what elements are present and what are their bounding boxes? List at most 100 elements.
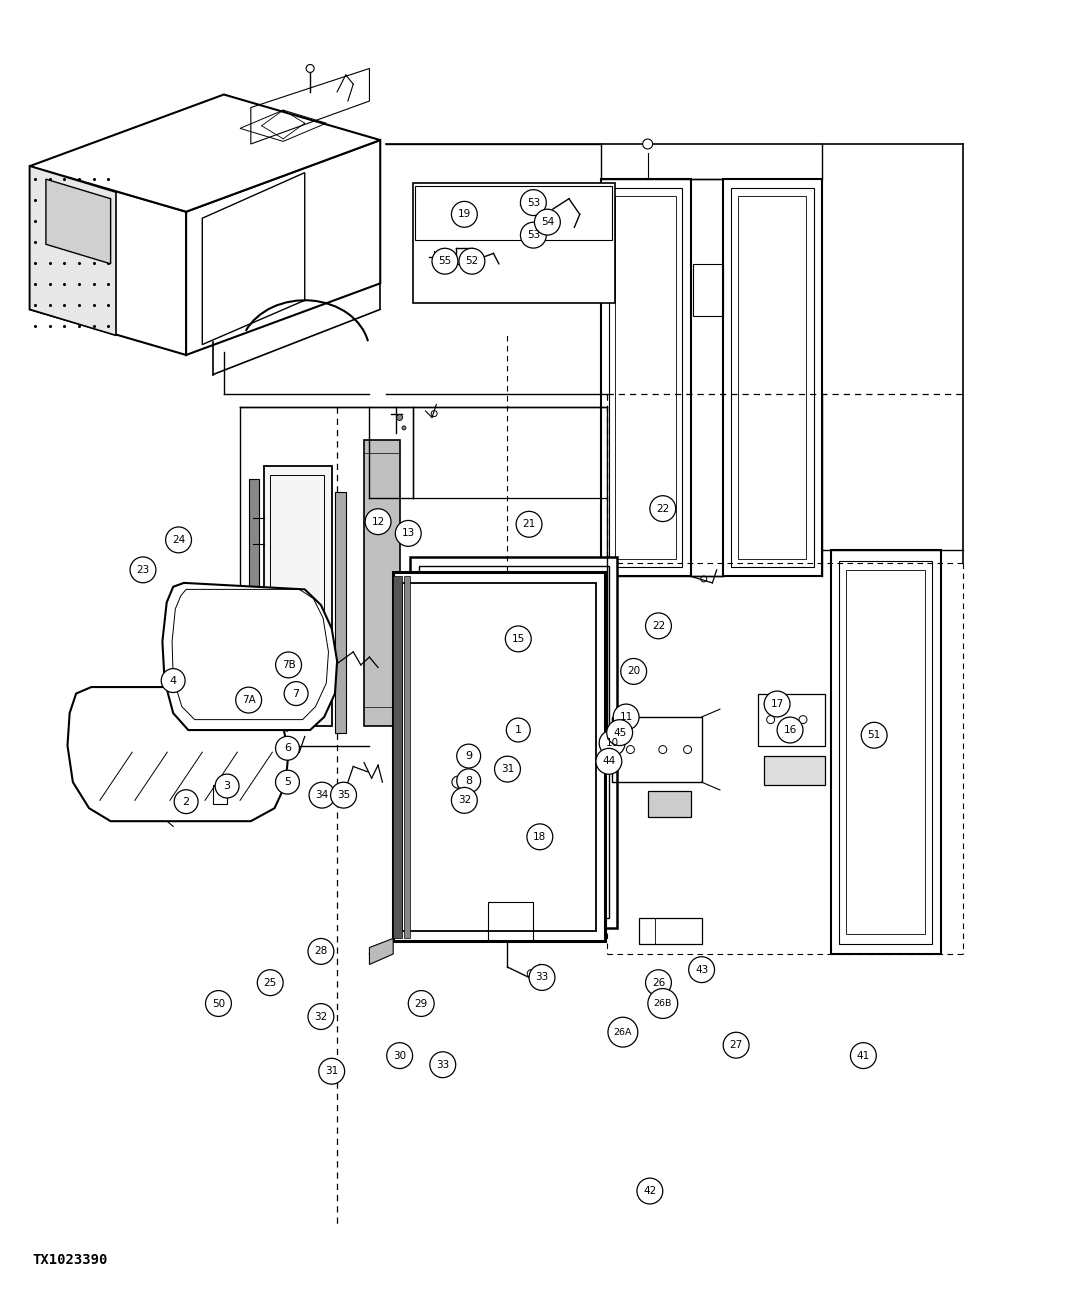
Circle shape [430, 1052, 455, 1077]
Circle shape [275, 652, 301, 678]
Circle shape [284, 682, 308, 706]
Text: 5: 5 [284, 778, 291, 787]
Text: 28: 28 [314, 946, 327, 957]
Polygon shape [263, 466, 332, 726]
Circle shape [331, 783, 357, 808]
Text: 1: 1 [515, 725, 521, 736]
Text: 6: 6 [284, 744, 291, 753]
Circle shape [607, 720, 633, 746]
Circle shape [637, 1178, 662, 1204]
Polygon shape [163, 583, 337, 730]
Polygon shape [248, 479, 259, 709]
Text: TX1023390: TX1023390 [33, 1253, 108, 1267]
Text: 32: 32 [457, 796, 470, 805]
Text: 22: 22 [656, 504, 670, 513]
Text: 3: 3 [223, 781, 231, 791]
Circle shape [643, 139, 653, 149]
Circle shape [409, 991, 435, 1017]
Text: 4: 4 [169, 675, 177, 686]
Text: 30: 30 [393, 1051, 406, 1060]
Circle shape [275, 770, 299, 795]
Circle shape [402, 425, 405, 429]
Text: 24: 24 [172, 535, 185, 545]
Circle shape [235, 687, 261, 713]
Circle shape [599, 730, 625, 757]
Circle shape [506, 719, 530, 742]
Text: 26: 26 [651, 978, 666, 988]
Text: 44: 44 [603, 757, 616, 766]
Polygon shape [29, 94, 380, 212]
Circle shape [396, 521, 422, 546]
Text: 8: 8 [465, 776, 473, 785]
Circle shape [688, 957, 714, 983]
Text: 32: 32 [314, 1012, 327, 1021]
Circle shape [621, 658, 646, 685]
Polygon shape [46, 179, 111, 264]
Circle shape [646, 970, 671, 996]
Polygon shape [186, 140, 380, 355]
Polygon shape [723, 179, 823, 576]
Polygon shape [404, 576, 411, 939]
Circle shape [206, 991, 231, 1017]
Text: 18: 18 [533, 831, 546, 842]
Circle shape [723, 1033, 749, 1058]
Circle shape [451, 202, 477, 228]
Text: 21: 21 [522, 520, 535, 529]
Circle shape [452, 776, 464, 788]
Text: 33: 33 [436, 1060, 450, 1069]
Polygon shape [29, 166, 186, 355]
Circle shape [516, 512, 542, 537]
Circle shape [319, 1058, 345, 1084]
Circle shape [527, 823, 553, 850]
Text: 53: 53 [527, 198, 540, 208]
Text: 27: 27 [730, 1041, 743, 1050]
Text: 35: 35 [337, 791, 350, 800]
Polygon shape [831, 550, 941, 954]
Circle shape [308, 1004, 334, 1029]
Circle shape [646, 613, 671, 639]
Text: 17: 17 [771, 699, 784, 709]
Polygon shape [393, 576, 402, 939]
Text: 50: 50 [211, 999, 225, 1008]
Circle shape [215, 774, 240, 798]
Text: 52: 52 [465, 257, 478, 266]
Circle shape [275, 737, 299, 761]
Text: 7A: 7A [242, 695, 256, 706]
Text: 26A: 26A [614, 1028, 632, 1037]
Text: 41: 41 [856, 1051, 870, 1060]
Circle shape [162, 669, 185, 692]
Text: 20: 20 [628, 666, 641, 677]
Polygon shape [764, 757, 825, 784]
Polygon shape [647, 791, 691, 817]
Text: 10: 10 [606, 738, 619, 747]
Text: 12: 12 [372, 517, 385, 526]
Polygon shape [364, 440, 400, 726]
Polygon shape [415, 186, 612, 241]
Polygon shape [29, 166, 116, 335]
Circle shape [777, 717, 803, 744]
Text: 7: 7 [293, 689, 299, 699]
Text: 34: 34 [315, 791, 328, 800]
Text: 22: 22 [651, 620, 666, 631]
Circle shape [851, 1043, 876, 1068]
Circle shape [596, 749, 622, 774]
Text: 19: 19 [457, 209, 470, 220]
Circle shape [520, 190, 546, 216]
Circle shape [861, 723, 887, 749]
Text: 2: 2 [182, 797, 190, 806]
Text: 7B: 7B [282, 660, 296, 670]
Text: 9: 9 [465, 751, 473, 761]
Text: 15: 15 [512, 634, 525, 644]
Circle shape [175, 789, 198, 814]
Polygon shape [335, 492, 346, 733]
Text: 29: 29 [414, 999, 428, 1008]
Circle shape [608, 1017, 637, 1047]
Circle shape [306, 64, 314, 72]
Text: 51: 51 [867, 730, 881, 741]
Polygon shape [411, 556, 618, 928]
Text: 23: 23 [137, 565, 150, 575]
Circle shape [648, 988, 678, 1018]
Circle shape [505, 626, 531, 652]
Circle shape [494, 757, 520, 781]
Polygon shape [393, 572, 605, 941]
